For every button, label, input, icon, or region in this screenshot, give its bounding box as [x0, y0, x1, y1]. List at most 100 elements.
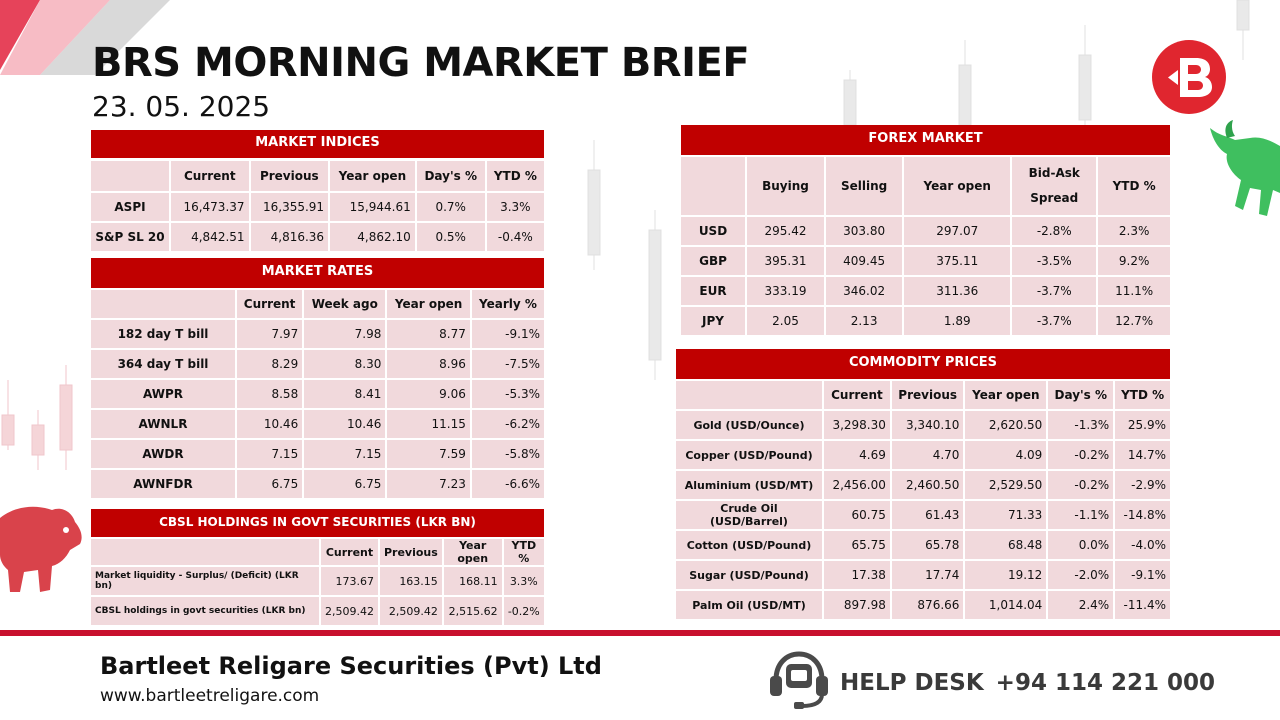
row-label: CBSL holdings in govt securities (LKR bn… [91, 597, 319, 625]
row-label: 364 day T bill [91, 350, 235, 378]
table-cell: 3,298.30 [824, 411, 890, 439]
table-row: Market liquidity - Surplus/ (Deficit) (L… [91, 567, 544, 595]
report-date: 23. 05. 2025 [92, 90, 271, 123]
commodity-prices-table: Current Previous Year open Day's % YTD %… [674, 379, 1172, 621]
row-label: S&P SL 20 [91, 223, 169, 251]
helpdesk-number[interactable]: +94 114 221 000 [995, 670, 1216, 696]
table-cell: -1.3% [1048, 411, 1114, 439]
table-cell: 60.75 [824, 501, 890, 529]
table-cell: 11.1% [1098, 277, 1170, 305]
row-label: ASPI [91, 193, 169, 221]
column-header: YTD % [1115, 381, 1170, 409]
table-cell: 163.15 [379, 567, 442, 595]
column-header: YTD % [503, 539, 544, 565]
row-label: Aluminium (USD/MT) [676, 471, 822, 499]
table-cell: 65.78 [891, 531, 964, 559]
column-header [681, 157, 745, 215]
table-cell: -2.8% [1012, 217, 1097, 245]
table-cell: 16,355.91 [250, 193, 329, 221]
table-cell: -0.2% [1048, 441, 1114, 469]
column-header [91, 539, 319, 565]
brs-logo-icon [1152, 40, 1226, 114]
row-label: EUR [681, 277, 745, 305]
table-cell: 2,460.50 [891, 471, 964, 499]
table-cell: -2.0% [1048, 561, 1114, 589]
row-label: USD [681, 217, 745, 245]
table-cell: 4.70 [891, 441, 964, 469]
row-label: Copper (USD/Pound) [676, 441, 822, 469]
column-header: Bid-Ask Spread [1012, 157, 1097, 215]
row-label: GBP [681, 247, 745, 275]
market-rates-table: Current Week ago Year open Yearly % 182 … [89, 288, 546, 500]
table-cell: -2.9% [1115, 471, 1170, 499]
table-cell: 7.15 [237, 440, 303, 468]
table-row: AWNLR 10.46 10.46 11.15 -6.2% [91, 410, 544, 438]
table-cell: 2.4% [1048, 591, 1114, 619]
table-cell: 7.97 [237, 320, 303, 348]
column-header: Year open [443, 539, 502, 565]
row-label: Sugar (USD/Pound) [676, 561, 822, 589]
table-cell: 409.45 [825, 247, 903, 275]
forex-market-table: Buying Selling Year open Bid-Ask Spread … [679, 155, 1172, 337]
table-cell: 897.98 [824, 591, 890, 619]
table-cell: -3.5% [1012, 247, 1097, 275]
table-cell: 19.12 [965, 561, 1047, 589]
table-cell: 333.19 [747, 277, 824, 305]
table-cell: 8.77 [387, 320, 470, 348]
table-cell: 7.59 [387, 440, 470, 468]
row-label: AWPR [91, 380, 235, 408]
table-cell: -6.6% [471, 470, 544, 498]
table-cell: -5.3% [471, 380, 544, 408]
helpdesk-contact: HELP DESK +94 114 221 000 [840, 670, 1215, 696]
table-cell: 297.07 [904, 217, 1011, 245]
table-cell: -9.1% [1115, 561, 1170, 589]
table-cell: 9.2% [1098, 247, 1170, 275]
table-cell: 12.7% [1098, 307, 1170, 335]
table-row: EUR 333.19 346.02 311.36 -3.7% 11.1% [681, 277, 1170, 305]
column-header: Year open [330, 161, 415, 191]
table-cell: -4.0% [1115, 531, 1170, 559]
table-row: S&P SL 20 4,842.51 4,816.36 4,862.10 0.5… [91, 223, 544, 251]
table-row: JPY 2.05 2.13 1.89 -3.7% 12.7% [681, 307, 1170, 335]
table-cell: 7.23 [387, 470, 470, 498]
table-cell: 6.75 [237, 470, 303, 498]
table-row: AWPR 8.58 8.41 9.06 -5.3% [91, 380, 544, 408]
website-link[interactable]: www.bartleetreligare.com [100, 686, 320, 706]
market-indices-table: Current Previous Year open Day's % YTD %… [89, 159, 546, 253]
row-label: AWNFDR [91, 470, 235, 498]
helpdesk-label: HELP DESK [840, 670, 984, 696]
table-cell: 15,944.61 [330, 193, 415, 221]
column-header: Selling [825, 157, 903, 215]
column-header [91, 161, 169, 191]
table-row: GBP 395.31 409.45 375.11 -3.5% 9.2% [681, 247, 1170, 275]
table-row: AWNFDR 6.75 6.75 7.23 -6.6% [91, 470, 544, 498]
column-header [91, 290, 235, 318]
column-header: Year open [904, 157, 1011, 215]
table-cell: -14.8% [1115, 501, 1170, 529]
table-row: Gold (USD/Ounce) 3,298.30 3,340.10 2,620.50… [676, 411, 1170, 439]
row-label: AWNLR [91, 410, 235, 438]
table-cell: 2,456.00 [824, 471, 890, 499]
column-header: Year open [965, 381, 1047, 409]
column-header: Previous [891, 381, 964, 409]
table-cell: 7.98 [304, 320, 386, 348]
table-cell: 2.3% [1098, 217, 1170, 245]
table-cell: 168.11 [443, 567, 502, 595]
market-rates-header: MARKET RATES [91, 258, 544, 288]
row-label: Palm Oil (USD/MT) [676, 591, 822, 619]
table-cell: 375.11 [904, 247, 1011, 275]
table-row: Palm Oil (USD/MT) 897.98 876.66 1,014.04 2.4… [676, 591, 1170, 619]
row-label: Crude Oil (USD/Barrel) [676, 501, 822, 529]
row-label: 182 day T bill [91, 320, 235, 348]
column-header [676, 381, 822, 409]
table-cell: 2,515.62 [443, 597, 502, 625]
table-cell: 2,509.42 [321, 597, 378, 625]
table-cell: 0.7% [416, 193, 485, 221]
table-cell: 8.30 [304, 350, 386, 378]
table-cell: 4.69 [824, 441, 890, 469]
table-cell: 1.89 [904, 307, 1011, 335]
table-cell: 2,529.50 [965, 471, 1047, 499]
column-header: Current [321, 539, 378, 565]
column-header: Current [171, 161, 249, 191]
table-cell: 303.80 [825, 217, 903, 245]
